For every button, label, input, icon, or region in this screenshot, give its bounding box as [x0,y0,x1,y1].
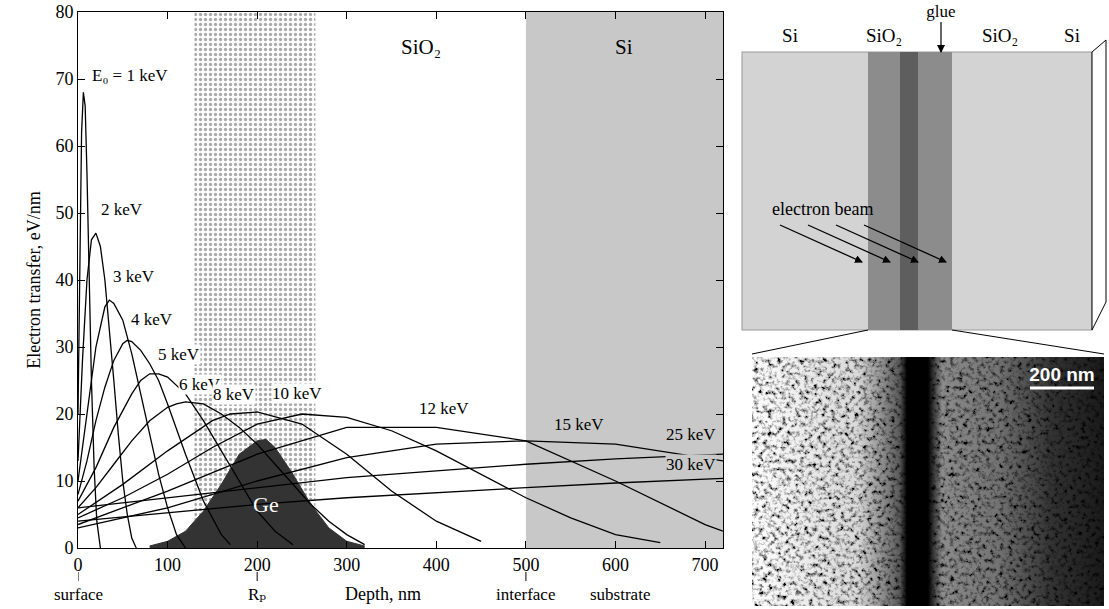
svg-text:300: 300 [333,555,360,575]
svg-text:600: 600 [602,555,629,575]
svg-text:10 keV: 10 keV [272,384,322,403]
svg-text:substrate: substrate [590,585,650,604]
svg-text:Electron transfer, eV/nm: Electron transfer, eV/nm [24,191,44,369]
svg-text:30 keV: 30 keV [666,455,716,474]
svg-text:200 nm: 200 nm [1029,364,1094,385]
svg-text:interface: interface [496,585,555,604]
svg-text:10: 10 [55,471,73,491]
svg-text:5 keV: 5 keV [158,345,200,364]
svg-text:12 keV: 12 keV [419,399,469,418]
svg-text:50: 50 [55,203,73,223]
svg-text:30: 30 [55,337,73,357]
svg-text:glue: glue [926,2,955,21]
svg-text:2 keV: 2 keV [101,200,143,219]
svg-text:500: 500 [512,555,539,575]
svg-text:Rₚ: Rₚ [248,585,266,604]
svg-text:electron beam: electron beam [772,199,873,219]
svg-text:0: 0 [74,555,83,575]
svg-text:SiO₂: SiO₂ [866,25,902,46]
svg-text:surface: surface [54,585,103,604]
svg-text:25 keV: 25 keV [666,425,716,444]
svg-text:8 keV: 8 keV [213,385,255,404]
svg-text:400: 400 [423,555,450,575]
svg-text:Depth, nm: Depth, nm [345,584,421,604]
svg-text:6 keV: 6 keV [179,375,221,394]
svg-text:Si: Si [782,25,798,46]
svg-text:100: 100 [154,555,181,575]
svg-text:Ge: Ge [253,492,279,517]
svg-text:0: 0 [64,538,73,558]
svg-text:200: 200 [244,555,271,575]
svg-text:15 keV: 15 keV [554,415,604,434]
svg-text:SiO₂: SiO₂ [982,25,1018,46]
svg-text:80: 80 [55,2,73,22]
svg-text:Si: Si [615,35,633,59]
svg-text:60: 60 [55,136,73,156]
svg-text:700: 700 [692,555,719,575]
svg-text:4 keV: 4 keV [131,310,173,329]
svg-text:20: 20 [55,404,73,424]
svg-text:3 keV: 3 keV [113,267,155,286]
svg-text:Si: Si [1064,25,1080,46]
svg-text:40: 40 [55,270,73,290]
svg-text:70: 70 [55,69,73,89]
svg-text:SiO₂: SiO₂ [401,35,441,59]
svg-text:E₀ = 1 keV: E₀ = 1 keV [92,66,168,85]
